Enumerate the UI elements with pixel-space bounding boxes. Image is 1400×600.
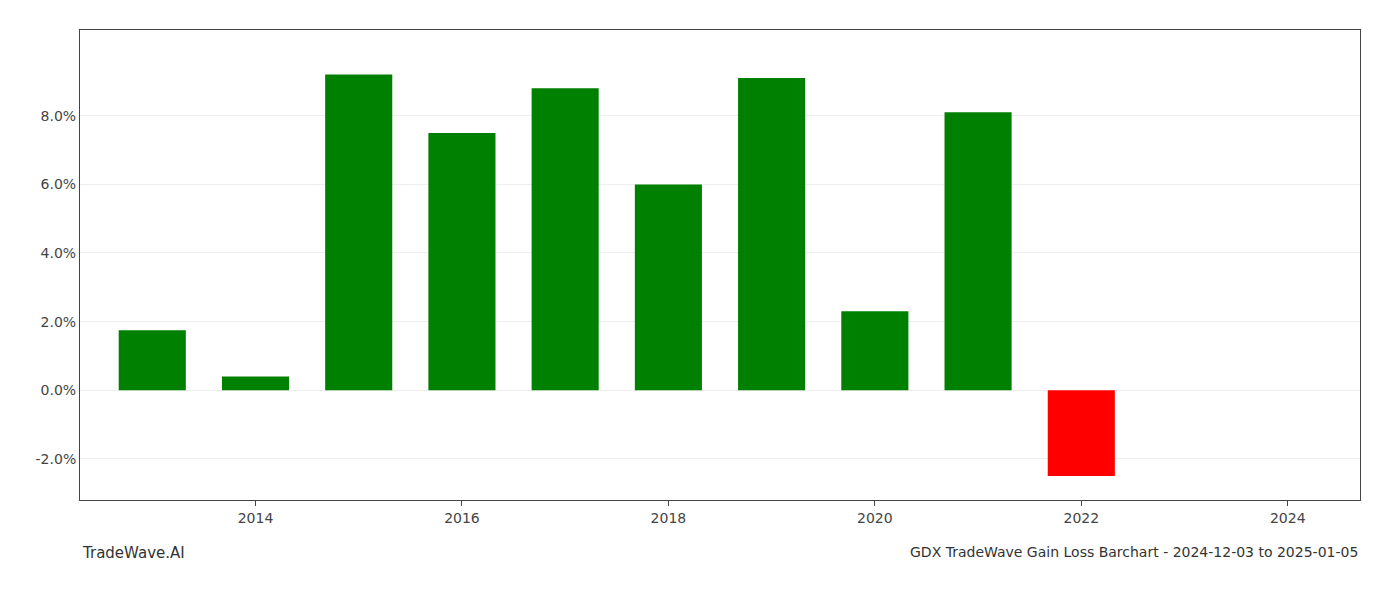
svg-text:2024: 2024 <box>1270 510 1306 526</box>
svg-text:0.0%: 0.0% <box>41 382 77 398</box>
svg-text:-2.0%: -2.0% <box>36 451 77 467</box>
svg-text:2022: 2022 <box>1063 510 1099 526</box>
svg-text:8.0%: 8.0% <box>41 108 77 124</box>
svg-text:2014: 2014 <box>238 510 274 526</box>
svg-text:2020: 2020 <box>857 510 893 526</box>
svg-text:GDX TradeWave Gain Loss Barcha: GDX TradeWave Gain Loss Barchart - 2024-… <box>910 544 1358 560</box>
svg-text:2018: 2018 <box>651 510 687 526</box>
svg-text:TradeWave.AI: TradeWave.AI <box>82 544 185 562</box>
svg-text:2016: 2016 <box>444 510 480 526</box>
svg-text:4.0%: 4.0% <box>41 245 77 261</box>
svg-text:6.0%: 6.0% <box>41 176 77 192</box>
svg-text:2.0%: 2.0% <box>41 314 77 330</box>
